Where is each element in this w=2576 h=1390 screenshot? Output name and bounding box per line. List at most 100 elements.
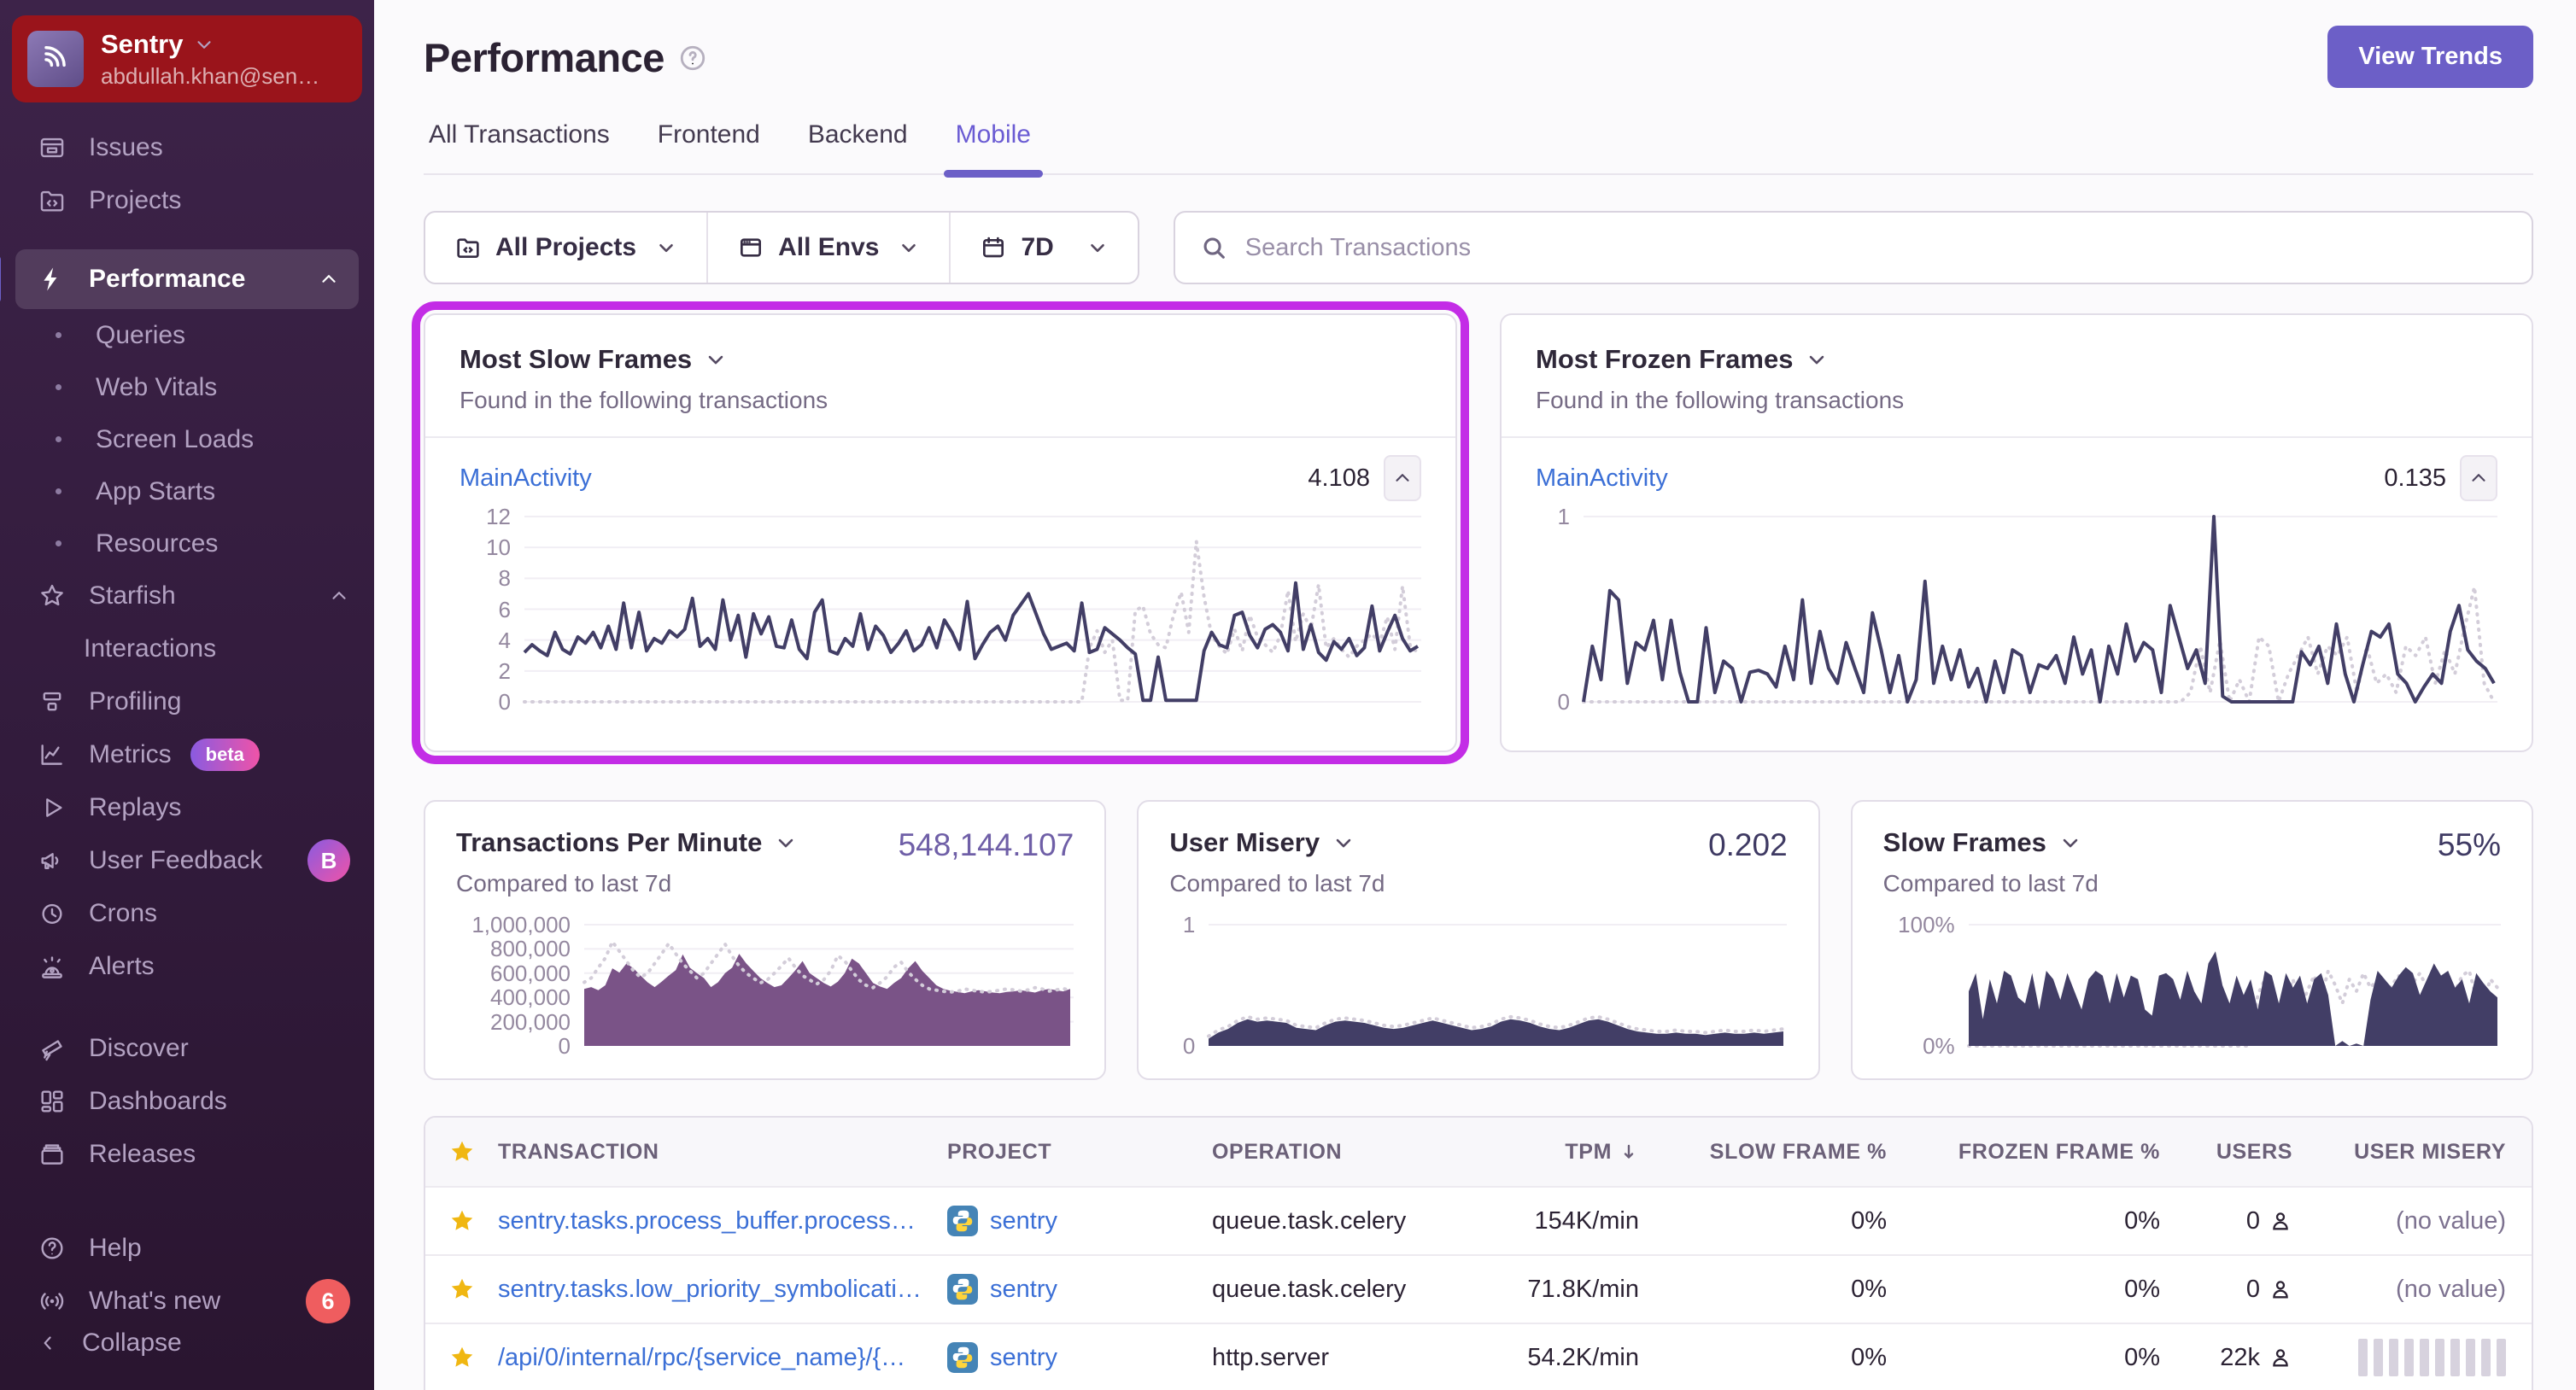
search-transactions-input[interactable]: [1244, 233, 2508, 262]
transaction-link[interactable]: sentry.tasks.low_priority_symbolication.…: [498, 1275, 947, 1303]
sidebar-item-replays[interactable]: Replays: [0, 781, 374, 834]
collapse-row-button[interactable]: [2460, 455, 2497, 501]
bullet-icon: [56, 384, 61, 390]
sidebar-item-discover[interactable]: Discover: [0, 1022, 374, 1075]
tab-all-transactions[interactable]: All Transactions: [429, 120, 610, 149]
project-link[interactable]: sentry: [947, 1342, 1212, 1373]
y-axis-tick: 6: [498, 596, 511, 622]
help-icon: [41, 1237, 63, 1259]
view-trends-button[interactable]: View Trends: [2327, 26, 2533, 88]
chevron-down-icon: [1336, 838, 1351, 848]
sidebar-item-label: Profiling: [89, 687, 182, 715]
y-axis-tick: 10: [486, 534, 511, 561]
collapse-row-button[interactable]: [1384, 455, 1421, 501]
transaction-link[interactable]: MainActivity: [1536, 464, 1668, 492]
user-icon: [2273, 1212, 2288, 1230]
search-bar: [1173, 211, 2533, 284]
tab-frontend[interactable]: Frontend: [657, 120, 760, 149]
column-header-project[interactable]: PROJECT: [947, 1139, 1052, 1164]
column-header-slow-frame[interactable]: SLOW FRAME %: [1709, 1139, 1887, 1164]
y-axis-tick: 0%: [1923, 1033, 1955, 1059]
star-icon: [41, 584, 63, 606]
widget-title-dropdown[interactable]: User Misery: [1169, 827, 1385, 858]
project-link[interactable]: sentry: [947, 1274, 1212, 1305]
sidebar-collapse-button[interactable]: Collapse: [0, 1317, 374, 1370]
widget-title-dropdown[interactable]: Slow Frames: [1883, 827, 2099, 858]
column-header-operation[interactable]: OPERATION: [1212, 1139, 1343, 1164]
tab-mobile[interactable]: Mobile: [943, 120, 1044, 178]
sidebar-item-interactions[interactable]: Interactions: [0, 622, 374, 675]
most-slow-frames-chart: 12 10 8 6 4 2 0: [460, 504, 1421, 715]
widget-title-dropdown[interactable]: Transactions Per Minute: [456, 827, 798, 858]
date-range-label: 7D: [1021, 233, 1054, 261]
tpm-chart: 1,000,000 800,000 600,000 400,000 200,000 0: [456, 912, 1074, 1059]
column-header-users[interactable]: USERS: [2216, 1139, 2292, 1164]
environment-filter[interactable]: All Envs: [706, 213, 949, 283]
transaction-link[interactable]: sentry.tasks.process_buffer.process_incr: [498, 1206, 945, 1235]
sidebar-item-performance[interactable]: Performance: [0, 249, 359, 309]
widget-title: Slow Frames: [1882, 827, 2046, 857]
sidebar-item-dashboards[interactable]: Dashboards: [0, 1075, 374, 1128]
sidebar-item-queries[interactable]: Queries: [0, 309, 374, 361]
sidebar-item-help[interactable]: Help: [0, 1222, 374, 1275]
widget-subtitle: Found in the following transactions: [460, 387, 828, 413]
tab-backend[interactable]: Backend: [807, 120, 908, 149]
project-filter[interactable]: All Projects: [425, 213, 706, 283]
org-switcher[interactable]: Sentry abdullah.khan@sen…: [12, 15, 362, 102]
sidebar-item-app-starts[interactable]: App Starts: [0, 465, 374, 517]
widget-subtitle: Found in the following transactions: [1536, 387, 1905, 413]
sidebar-item-alerts[interactable]: Alerts: [0, 940, 374, 993]
projects-icon: [40, 190, 64, 212]
project-link[interactable]: sentry: [947, 1206, 1212, 1236]
sidebar-item-starfish[interactable]: Starfish: [0, 569, 374, 622]
sidebar-item-issues[interactable]: Issues: [0, 121, 374, 174]
y-axis-tick: 1: [1182, 912, 1196, 937]
favorite-star-button[interactable]: [425, 1276, 498, 1303]
widget-title: Most Slow Frames: [460, 344, 693, 374]
y-axis-tick: 2: [498, 657, 511, 684]
sidebar-item-screen-loads[interactable]: Screen Loads: [0, 413, 374, 465]
help-circle-icon[interactable]: [678, 44, 707, 73]
sidebar-item-crons[interactable]: Crons: [0, 887, 374, 940]
flamegraph-icon: [43, 692, 61, 711]
operation-cell: queue.task.celery: [1212, 1275, 1407, 1303]
page-title: Performance: [424, 35, 664, 80]
chevron-up-icon: [322, 275, 336, 283]
archive-box-icon: [41, 1144, 63, 1165]
sidebar-item-releases[interactable]: Releases: [0, 1128, 374, 1181]
sidebar-item-web-vitals[interactable]: Web Vitals: [0, 361, 374, 413]
y-axis-tick: 800,000: [490, 936, 571, 962]
bullet-icon: [56, 436, 61, 442]
column-header-transaction[interactable]: TRANSACTION: [498, 1139, 659, 1164]
column-header-frozen-frame[interactable]: FROZEN FRAME %: [1958, 1139, 2160, 1164]
table-row: sentry.tasks.low_priority_symbolication.…: [425, 1254, 2532, 1323]
favorite-star-button[interactable]: [425, 1344, 498, 1371]
sidebar-item-metrics[interactable]: Metrics beta: [0, 728, 374, 781]
transactions-table: TRANSACTION PROJECT OPERATION TPM SLOW F…: [424, 1116, 2533, 1390]
column-header-user-misery[interactable]: USER MISERY: [2354, 1139, 2506, 1164]
sentry-logo-icon: [27, 31, 84, 87]
chart-icon: [41, 745, 62, 765]
table-header: TRANSACTION PROJECT OPERATION TPM SLOW F…: [425, 1118, 2532, 1186]
widget-title-dropdown[interactable]: Most Frozen Frames: [1536, 344, 2497, 375]
chevron-down-icon: [197, 40, 212, 49]
column-header-tpm[interactable]: TPM: [1565, 1140, 1639, 1165]
y-axis-tick: 8: [498, 565, 511, 592]
transaction-link[interactable]: MainActivity: [460, 464, 592, 492]
favorite-star-button[interactable]: [425, 1207, 498, 1235]
date-range-filter[interactable]: 7D: [949, 213, 1137, 283]
tpm-cell: 54.2K/min: [1527, 1343, 1639, 1371]
sidebar-item-label: Starfish: [89, 581, 176, 610]
sidebar-item-projects[interactable]: Projects: [0, 174, 374, 227]
widget-title-dropdown[interactable]: Most Slow Frames: [460, 344, 1421, 375]
sidebar-item-whats-new[interactable]: What's new 6: [0, 1275, 374, 1328]
y-axis-tick: 0: [1182, 1033, 1196, 1059]
sidebar-item-user-feedback[interactable]: User Feedback B: [0, 834, 374, 887]
sidebar-item-profiling[interactable]: Profiling: [0, 675, 374, 728]
y-axis-tick: 200,000: [490, 1008, 571, 1035]
calendar-icon: [983, 237, 1004, 258]
sidebar-item-resources[interactable]: Resources: [0, 517, 374, 569]
transaction-link[interactable]: /api/0/internal/rpc/{service_name}/{me…: [498, 1343, 940, 1371]
user-icon: [2273, 1281, 2288, 1299]
